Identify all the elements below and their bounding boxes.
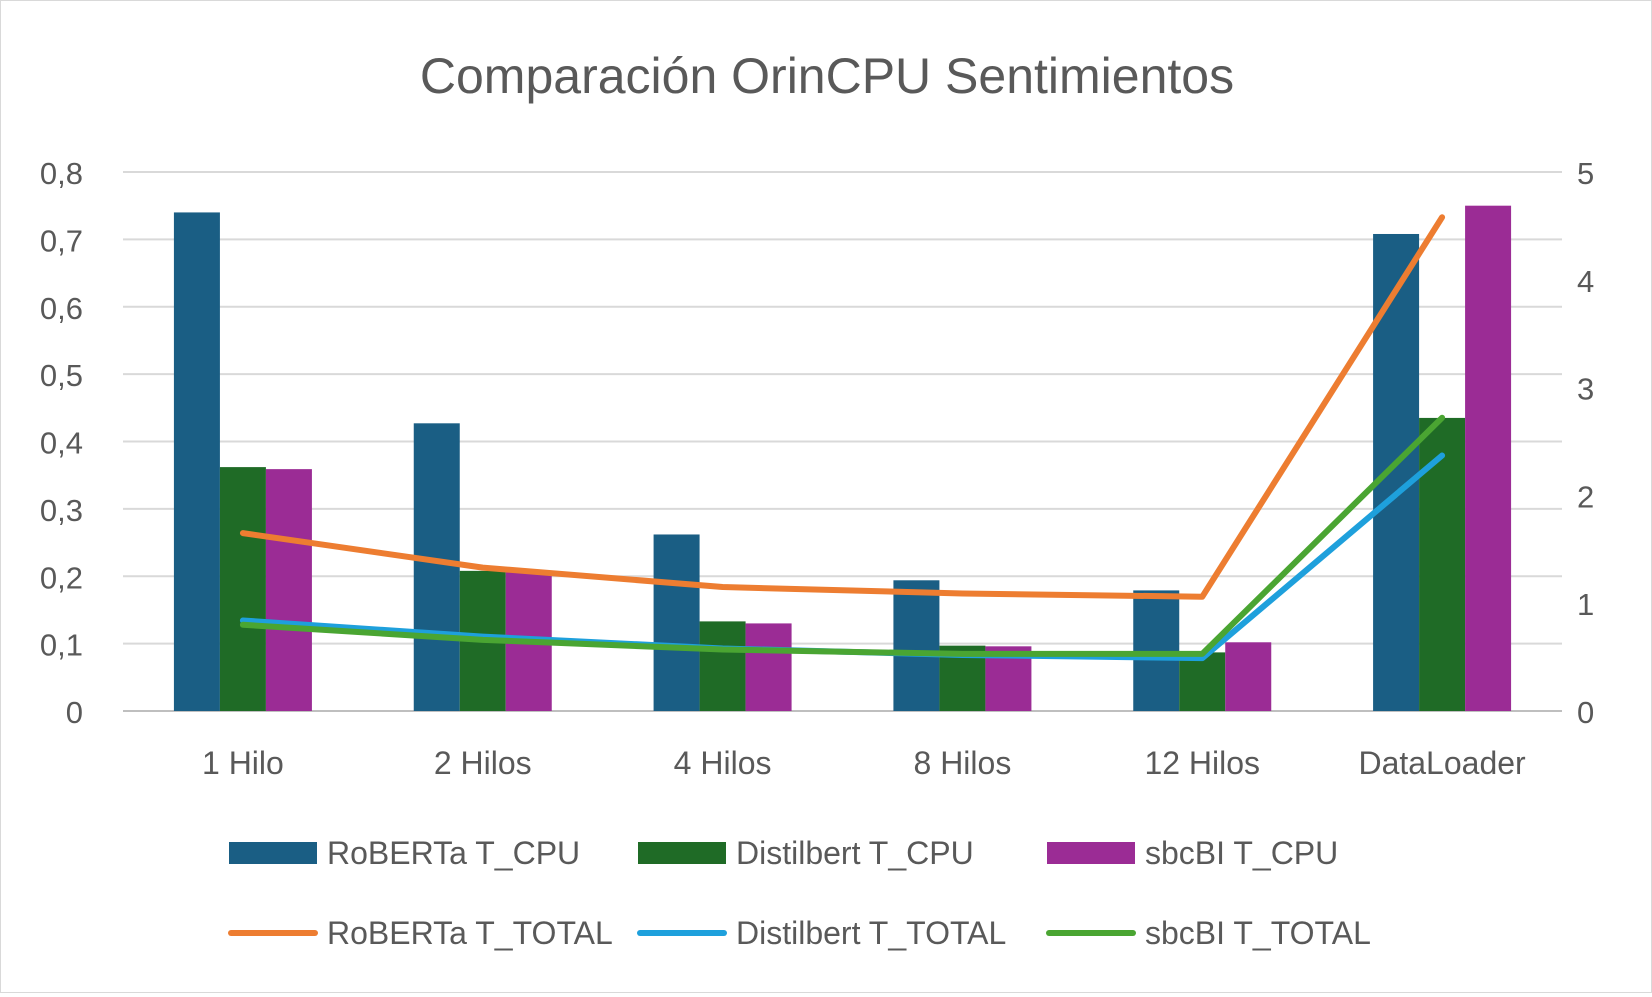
bar-1 (173, 212, 220, 712)
category-label: 1 Hilo (202, 745, 284, 781)
right-axis-tick-label: 5 (1577, 156, 1594, 191)
bar-3 (745, 623, 792, 711)
legend-swatch (638, 842, 726, 864)
bar-2 (1179, 652, 1226, 711)
legend-label: sbcBI T_CPU (1145, 835, 1338, 871)
bar-1 (1133, 590, 1180, 711)
right-axis-tick-label: 3 (1577, 372, 1594, 407)
left-axis-tick-label: 0,4 (40, 426, 83, 461)
bar-2 (1419, 417, 1466, 711)
legend-label: Distilbert T_CPU (736, 835, 974, 871)
category-label: 4 Hilos (674, 745, 772, 781)
left-axis-tick-label: 0,5 (40, 358, 83, 393)
bar-3 (1225, 642, 1272, 711)
bar-1 (413, 423, 460, 711)
legend-swatch (229, 842, 317, 864)
right-axis-tick-label: 2 (1577, 479, 1594, 514)
x-axis: 1 Hilo 2 Hilos 4 Hilos 8 Hilos 12 Hilos DataL… (202, 745, 1526, 781)
right-y-axis: 0 1 2 3 4 5 (1577, 156, 1594, 730)
bar-1 (1373, 233, 1420, 712)
right-axis-tick-label: 4 (1577, 264, 1594, 299)
legend-label: Distilbert T_TOTAL (736, 915, 1006, 951)
category-label: 8 Hilos (914, 745, 1012, 781)
bar-series-group (173, 205, 1512, 712)
left-axis-tick-label: 0,1 (40, 628, 83, 663)
legend-label: sbcBI T_TOTAL (1145, 915, 1371, 951)
left-axis-tick-label: 0,8 (40, 156, 83, 191)
bar-2 (699, 621, 746, 711)
bar-3 (265, 469, 312, 711)
chart-title: Comparación OrinCPU Sentimientos (420, 48, 1234, 104)
right-axis-tick-label: 1 (1577, 587, 1594, 622)
line-series-group (239, 214, 1446, 662)
category-label: DataLoader (1358, 745, 1526, 781)
line-series-1 (239, 214, 1446, 600)
left-axis-tick-label: 0,2 (40, 560, 83, 595)
legend-swatch (1047, 842, 1135, 864)
right-axis-tick-label: 0 (1577, 695, 1594, 730)
line-series-3 (239, 414, 1446, 657)
left-y-axis: 0 0,1 0,2 0,3 0,4 0,5 0,6 0,7 0,8 (40, 156, 83, 730)
legend-label: RoBERTa T_CPU (327, 835, 580, 871)
left-axis-tick-label: 0,6 (40, 291, 83, 326)
bar-2 (219, 467, 266, 711)
left-axis-tick-label: 0,3 (40, 493, 83, 528)
bar-3 (1465, 205, 1512, 711)
bar-1 (653, 534, 700, 711)
left-axis-tick-label: 0 (66, 695, 83, 730)
gridlines (123, 171, 1562, 712)
bar-1 (893, 580, 940, 711)
category-label: 2 Hilos (434, 745, 532, 781)
category-label: 12 Hilos (1144, 745, 1260, 781)
left-axis-tick-label: 0,7 (40, 223, 83, 258)
legend: RoBERTa T_CPU Distilbert T_CPU sbcBI T_CPU… (228, 835, 1371, 951)
legend-label: RoBERTa T_TOTAL (327, 915, 613, 951)
